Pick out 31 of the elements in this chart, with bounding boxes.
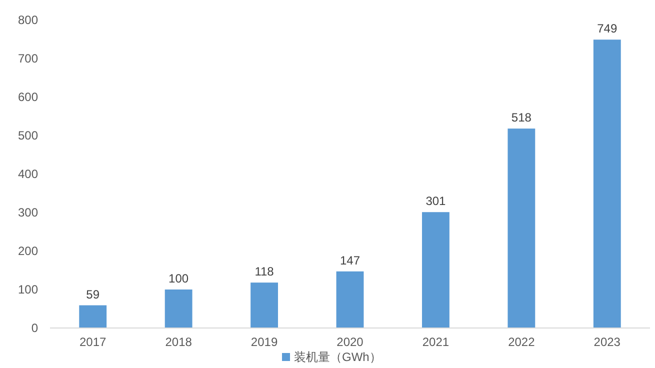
data-label: 147 [340, 253, 360, 268]
y-tick-label: 700 [18, 52, 38, 66]
y-tick-label: 300 [18, 206, 38, 220]
y-tick-label: 600 [18, 90, 38, 104]
data-label: 749 [597, 22, 618, 36]
x-tick-label: 2019 [250, 335, 278, 349]
bar [508, 128, 536, 328]
data-label: 118 [254, 264, 274, 279]
data-label: 518 [511, 110, 532, 125]
y-tick-label: 400 [18, 167, 38, 181]
data-label: 301 [426, 194, 446, 208]
x-tick-label: 2018 [165, 335, 192, 349]
y-tick-label: 200 [18, 244, 38, 258]
x-tick-label: 2017 [80, 335, 107, 349]
y-tick-label: 500 [18, 128, 38, 142]
x-tick-label: 2022 [508, 335, 536, 349]
bar [593, 40, 621, 328]
x-tick-label: 2021 [422, 335, 450, 349]
data-label: 59 [86, 287, 100, 302]
bar [422, 212, 450, 328]
bar [164, 290, 192, 328]
y-tick-label: 800 [18, 13, 38, 27]
x-tick-label: 2020 [336, 335, 364, 349]
bar [250, 282, 278, 328]
data-label: 100 [168, 272, 189, 286]
y-tick-label: 100 [18, 282, 38, 296]
legend-label: 装机量（GWh） [294, 350, 382, 364]
bar [336, 271, 364, 328]
y-tick-label: 0 [31, 321, 38, 335]
bar [79, 305, 107, 328]
x-tick-label: 2023 [594, 335, 621, 349]
